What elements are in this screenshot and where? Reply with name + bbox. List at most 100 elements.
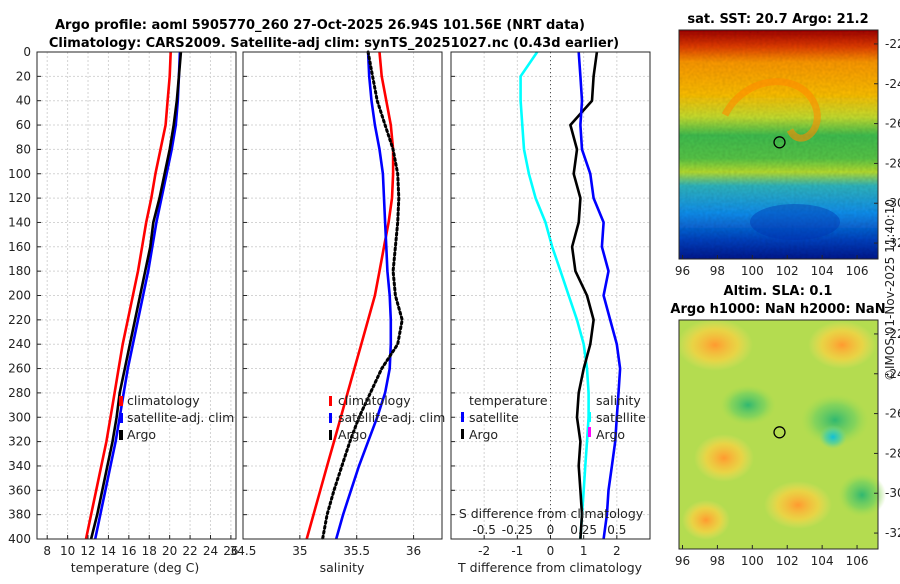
sal-series-argo bbox=[321, 50, 404, 541]
depth-tick-label: 220 bbox=[8, 313, 31, 327]
sst-cold-patch bbox=[750, 204, 840, 240]
sst-map-panel: sat. SST: 20.7 Argo: 21.2 96 98 100 102 104 1… bbox=[675, 12, 900, 278]
sla-lon-tick-label: 98 bbox=[710, 554, 725, 568]
sst-lon-tick-label: 106 bbox=[846, 264, 869, 278]
sst-map-title: sat. SST: 20.7 Argo: 21.2 bbox=[687, 12, 868, 27]
sst-map-frame bbox=[678, 29, 879, 260]
sal-xtick-label: 34.5 bbox=[230, 544, 257, 558]
sst-heatmap bbox=[679, 30, 878, 259]
difference-grid bbox=[451, 51, 650, 540]
s-diff-tick-label: 0.25 bbox=[570, 523, 597, 537]
diff-series-s-satellite bbox=[577, 51, 622, 540]
sst-lat-tick-label: -26 bbox=[885, 117, 900, 131]
s-diff-tick-label: -0.25 bbox=[502, 523, 533, 537]
depth-tick-label: 340 bbox=[8, 459, 31, 473]
sal-xtick-label: 35.5 bbox=[343, 544, 370, 558]
temperature-legend: climatology satellite-adj. clim Argo bbox=[119, 393, 234, 442]
sla-high-1 bbox=[677, 319, 753, 371]
sst-argo-location-marker bbox=[773, 136, 786, 149]
sst-lon-tick-label: 100 bbox=[741, 264, 764, 278]
sla-lon-ticks: 96 98 100 102 104 106 bbox=[675, 545, 869, 568]
temp-xtick-label: 10 bbox=[60, 544, 75, 558]
depth-tick-label: 100 bbox=[8, 167, 31, 181]
difference-legend: temperature satellite Argo salinity sate… bbox=[461, 393, 646, 442]
legend-satellite-label: satellite-adj. clim bbox=[127, 410, 234, 425]
sst-lat-tick-label: -28 bbox=[885, 156, 900, 170]
sal-series-satellite-adj-clim bbox=[334, 51, 393, 540]
sla-lat-ticks: -22 -24 -26 -28 -30 -32 bbox=[874, 327, 900, 540]
sal-legend-satellite-label: satellite-adj. clim bbox=[338, 410, 445, 425]
temp-xtick-label: 8 bbox=[43, 544, 51, 558]
salinity-x-ticks: 34.5 35 35.5 36 bbox=[230, 535, 421, 558]
legend-s-satellite-label: satellite bbox=[596, 410, 646, 425]
temperature-x-ticks: 8 10 12 14 16 18 20 22 24 26 bbox=[43, 535, 239, 558]
temperature-x-label: temperature (deg C) bbox=[71, 560, 200, 575]
sla-map-frame bbox=[678, 319, 879, 550]
sla-lat-tick-label: -32 bbox=[885, 526, 900, 540]
legend-t-satellite-swatch bbox=[461, 412, 464, 422]
legend-t-argo-swatch bbox=[461, 429, 464, 439]
depth-tick-label: 80 bbox=[16, 142, 31, 156]
t-difference-label: T difference from climatology bbox=[457, 560, 643, 575]
temp-series-climatology bbox=[84, 51, 172, 540]
sla-low-2 bbox=[720, 385, 776, 425]
salinity-x-label: salinity bbox=[320, 560, 365, 575]
diff-xtick-label: 1 bbox=[580, 544, 588, 558]
sal-legend-satellite-swatch bbox=[329, 413, 332, 423]
legend-s-satellite-swatch bbox=[588, 412, 591, 422]
depth-tick-label: 180 bbox=[8, 264, 31, 278]
temp-xtick-label: 20 bbox=[162, 544, 177, 558]
sla-heatmap bbox=[677, 319, 886, 549]
sla-lon-tick-label: 104 bbox=[811, 554, 834, 568]
temp-series-satellite-adj-clim bbox=[93, 51, 182, 540]
depth-tick-label: 280 bbox=[8, 386, 31, 400]
temp-xtick-label: 22 bbox=[182, 544, 197, 558]
legend-argo-swatch bbox=[119, 430, 123, 440]
sla-map-title-line1: Altim. SLA: 0.1 bbox=[724, 284, 833, 299]
legend-satellite-swatch bbox=[119, 413, 123, 423]
legend-argo-label: Argo bbox=[127, 427, 156, 442]
temp-xtick-label: 24 bbox=[203, 544, 218, 558]
temp-series-argo bbox=[89, 51, 183, 540]
sal-legend-climatology-swatch bbox=[329, 396, 332, 406]
sla-map-title-line2: Argo h1000: NaN h2000: NaN bbox=[670, 302, 885, 317]
depth-tick-label: 320 bbox=[8, 435, 31, 449]
temp-xtick-label: 16 bbox=[121, 544, 136, 558]
depth-tick-label: 200 bbox=[8, 289, 31, 303]
salinity-plot-frame bbox=[242, 51, 443, 540]
sla-lat-tick-label: -26 bbox=[885, 407, 900, 421]
sla-high-2 bbox=[808, 321, 876, 369]
legend-t-satellite-label: satellite bbox=[469, 410, 519, 425]
legend-climatology-swatch bbox=[119, 396, 123, 406]
sst-lon-tick-label: 96 bbox=[675, 264, 690, 278]
diff-series-t-argo bbox=[569, 51, 599, 540]
depth-tick-label: 60 bbox=[16, 118, 31, 132]
salinity-series-group bbox=[305, 50, 404, 541]
temperature-profile-panel: 8 10 12 14 16 18 20 22 24 26 0 20 40 60 80 100 120 140 16… bbox=[8, 45, 238, 575]
depth-tick-label: 0 bbox=[23, 45, 31, 59]
depth-tick-label: 40 bbox=[16, 94, 31, 108]
legend-s-argo-label: Argo bbox=[596, 427, 625, 442]
sst-lon-tick-label: 98 bbox=[710, 264, 725, 278]
sal-legend-argo-swatch bbox=[329, 430, 332, 440]
s-diff-tick-label: -0.5 bbox=[472, 523, 495, 537]
sst-lat-tick-label: -30 bbox=[885, 196, 900, 210]
sla-high-4 bbox=[764, 481, 832, 529]
sla-lat-tick-label: -22 bbox=[885, 327, 900, 341]
sla-lon-tick-label: 102 bbox=[776, 554, 799, 568]
legend-s-argo-swatch bbox=[588, 427, 591, 437]
sla-argo-location-marker bbox=[773, 426, 786, 439]
depth-y-ticks: 0 20 40 60 80 100 120 140 160 180 200 220 240 260 280 3… bbox=[8, 45, 31, 546]
temp-xtick-label: 14 bbox=[101, 544, 116, 558]
salinity-difference-ticks: -0.5 -0.25 0 0.25 0.5 bbox=[472, 523, 626, 537]
temperature-series-group bbox=[84, 51, 183, 540]
sal-series-climatology bbox=[305, 51, 395, 540]
salinity-profile-panel: 34.5 35 35.5 36 salinity climatology satell… bbox=[230, 50, 445, 575]
sst-lon-tick-label: 102 bbox=[776, 264, 799, 278]
depth-tick-label: 240 bbox=[8, 337, 31, 351]
difference-profile-panel: -2 -1 0 1 2 -0.5 -0.25 0 0.25 0.5 S difference f… bbox=[450, 51, 651, 575]
sst-lat-tick-label: -24 bbox=[885, 77, 900, 91]
depth-tick-label: 360 bbox=[8, 483, 31, 497]
sst-field bbox=[679, 30, 878, 259]
